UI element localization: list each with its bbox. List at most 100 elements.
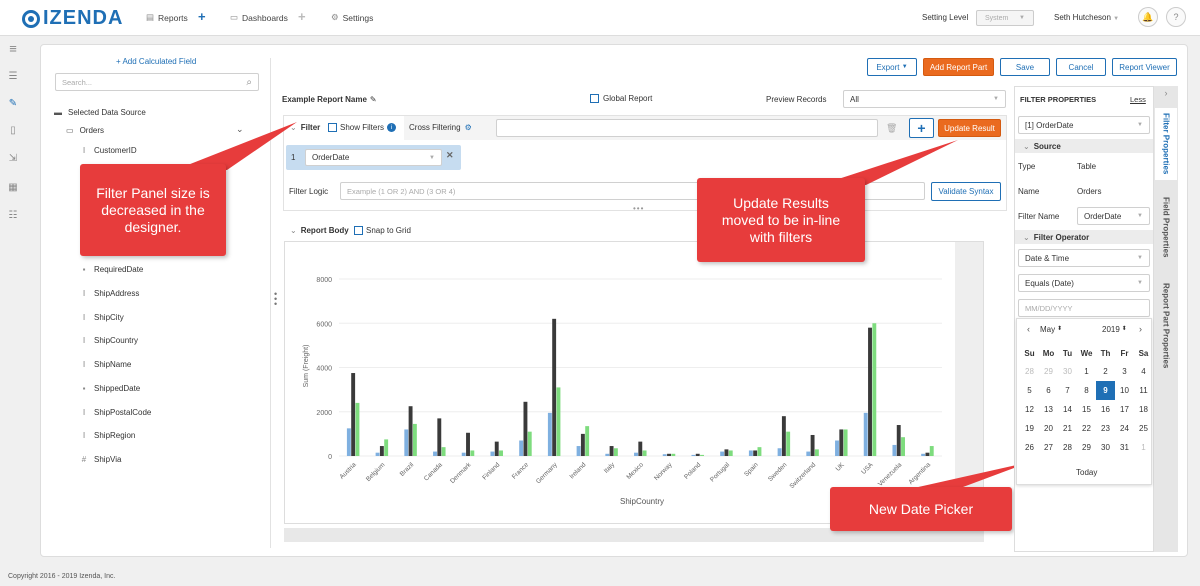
operator-value-select[interactable]: Equals (Date) ▼ <box>1018 274 1150 292</box>
prev-month-icon[interactable]: ‹ <box>1027 324 1030 334</box>
export-button[interactable]: Export ▼ <box>867 58 917 76</box>
bar[interactable] <box>724 449 729 456</box>
bar[interactable] <box>375 452 380 456</box>
bar[interactable] <box>806 451 811 456</box>
bar[interactable] <box>613 448 618 456</box>
today-button[interactable]: Today <box>1076 468 1098 477</box>
bar[interactable] <box>634 452 638 456</box>
bar[interactable] <box>547 412 552 456</box>
bar[interactable] <box>872 323 877 456</box>
field-search-input[interactable]: Search... ⌕ <box>55 73 259 91</box>
bar[interactable] <box>461 452 466 456</box>
bar[interactable] <box>355 402 360 456</box>
calendar-day[interactable]: 25 <box>1139 424 1148 433</box>
calendar-day[interactable]: 3 <box>1122 367 1127 376</box>
user-menu[interactable]: Seth Hutcheson ▼ <box>1054 13 1119 22</box>
calendar-day[interactable]: 26 <box>1025 443 1034 452</box>
snap-to-grid-checkbox[interactable]: Snap to Grid <box>354 226 411 235</box>
month-select[interactable]: May ⬍ <box>1040 325 1062 334</box>
collapse-chevron-icon[interactable]: ⌄ <box>236 124 244 134</box>
field-item[interactable]: Ⅰ ShipCountry <box>80 336 138 345</box>
bar[interactable] <box>786 431 791 456</box>
add-filter-button[interactable]: + <box>909 118 934 138</box>
tab-report-part-properties[interactable]: Report Part Properties <box>1161 283 1171 369</box>
bar[interactable] <box>728 450 733 456</box>
bar[interactable] <box>437 418 442 456</box>
calendar-day[interactable]: 27 <box>1044 443 1053 452</box>
add-dashboard-icon[interactable]: + <box>298 9 306 24</box>
bar[interactable] <box>843 429 848 456</box>
bar[interactable] <box>351 373 356 456</box>
help-icon[interactable]: ? <box>1166 7 1186 27</box>
calendar-day[interactable]: 19 <box>1025 424 1034 433</box>
export-icon[interactable]: ⇲ <box>8 153 18 164</box>
filter-list-icon[interactable]: ☷ <box>8 210 18 221</box>
cross-filtering[interactable]: Cross Filtering ⚙ <box>409 123 472 132</box>
table-orders-node[interactable]: ▭ Orders <box>66 126 104 135</box>
calendar-day[interactable]: 5 <box>1027 386 1032 395</box>
bar[interactable] <box>433 451 437 456</box>
nav-settings[interactable]: ⚙ Settings <box>331 12 373 23</box>
bar[interactable] <box>490 451 495 456</box>
nav-reports[interactable]: ▤ Reports <box>146 12 188 23</box>
bar[interactable] <box>609 446 614 456</box>
bar[interactable] <box>466 432 470 456</box>
notification-bell-icon[interactable]: 🔔 <box>1138 7 1158 27</box>
bar[interactable] <box>757 447 762 456</box>
calendar-day[interactable]: 2 <box>1103 367 1108 376</box>
trash-icon[interactable]: 🗑 <box>886 123 898 133</box>
date-input[interactable]: MM/DD/YYYY <box>1018 299 1150 317</box>
bar[interactable] <box>384 439 389 456</box>
cancel-button[interactable]: Cancel <box>1056 58 1106 76</box>
bar[interactable] <box>605 453 610 456</box>
bar[interactable] <box>892 444 897 456</box>
bar[interactable] <box>580 433 585 456</box>
bar[interactable] <box>441 447 446 456</box>
update-result-button[interactable]: Update Result <box>938 119 1001 137</box>
field-item[interactable]: Ⅰ ShipCity <box>80 313 124 322</box>
year-select[interactable]: 2019 ⬍ <box>1102 325 1127 334</box>
add-report-icon[interactable]: + <box>198 9 206 24</box>
nav-dashboards[interactable]: ▭ Dashboards <box>230 12 288 23</box>
bar[interactable] <box>638 441 643 456</box>
bar[interactable] <box>748 450 753 456</box>
operator-section-header[interactable]: ⌄ Filter Operator <box>1015 230 1153 244</box>
calendar-day[interactable]: 13 <box>1044 405 1053 414</box>
bar[interactable] <box>925 452 930 456</box>
next-month-icon[interactable]: › <box>1139 324 1142 334</box>
bar[interactable] <box>494 441 499 456</box>
show-filters-checkbox[interactable]: Show Filters i <box>328 123 397 132</box>
bar[interactable] <box>408 406 413 456</box>
calendar-day[interactable]: 28 <box>1063 443 1072 452</box>
bar[interactable] <box>379 446 384 456</box>
calendar-day[interactable]: 28 <box>1025 367 1034 376</box>
bar[interactable] <box>835 440 839 456</box>
bar[interactable] <box>552 318 557 456</box>
tab-filter-properties[interactable]: Filter Properties <box>1155 108 1177 180</box>
collapse-panel-icon[interactable]: › <box>1164 88 1168 98</box>
bar[interactable] <box>662 454 667 456</box>
field-item[interactable]: ▪ RequiredDate <box>80 265 144 274</box>
global-report-checkbox[interactable]: Global Report <box>590 94 652 103</box>
field-item[interactable]: ▪ ShippedDate <box>80 384 141 393</box>
preview-records-select[interactable]: All ▼ <box>843 90 1006 108</box>
hamburger-menu-icon[interactable]: ≡ <box>9 41 17 56</box>
drag-handle-icon[interactable]: • • • <box>274 289 278 309</box>
field-item[interactable]: Ⅰ CustomerID <box>80 146 137 155</box>
calendar-day[interactable]: 7 <box>1065 386 1070 395</box>
bar[interactable] <box>863 412 868 456</box>
bar[interactable] <box>642 450 647 456</box>
filter-section-toggle[interactable]: ⌄ Filter <box>290 123 320 132</box>
validate-syntax-button[interactable]: Validate Syntax <box>931 182 1001 201</box>
calendar-day[interactable]: 4 <box>1141 367 1146 376</box>
calendar-day[interactable]: 29 <box>1044 367 1053 376</box>
calendar-day[interactable]: 12 <box>1025 405 1034 414</box>
calendar-day[interactable]: 8 <box>1084 386 1089 395</box>
calendar-day[interactable]: 1 <box>1084 367 1089 376</box>
bar[interactable] <box>346 428 351 456</box>
bar[interactable] <box>499 450 503 456</box>
field-item[interactable]: # ShipVia <box>80 455 122 464</box>
bar[interactable] <box>691 454 696 456</box>
save-button[interactable]: Save <box>1000 58 1050 76</box>
report-body-toggle[interactable]: ⌄ Report Body <box>290 226 349 235</box>
